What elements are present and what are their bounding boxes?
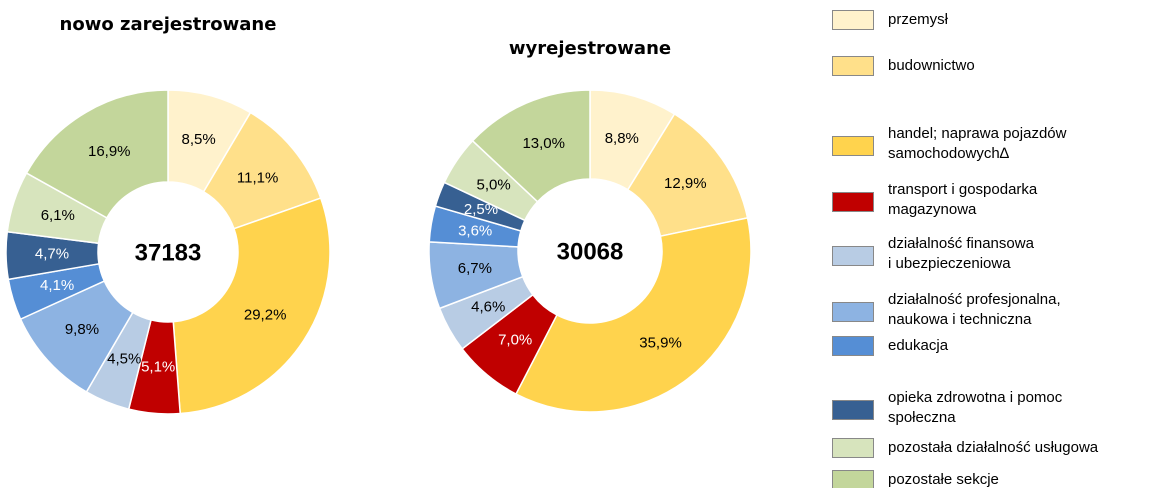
- legend-label: handel; naprawa pojazdów samochodowych∆: [888, 125, 1067, 162]
- donut-total: 30068: [557, 238, 624, 265]
- legend-label: opieka zdrowotna i pomoc społeczna: [888, 389, 1063, 426]
- donut-total: 37183: [135, 239, 202, 266]
- slice-label: 4,6%: [471, 299, 505, 316]
- chart-title: wyrejestrowane: [508, 38, 672, 59]
- slice-label: 9,8%: [65, 321, 99, 338]
- legend-label: przemysł: [888, 11, 949, 28]
- legend-label: budownictwo: [888, 57, 975, 74]
- slice-label: 8,5%: [182, 131, 216, 148]
- legend-label: transport i gospodarka magazynowa: [888, 181, 1038, 218]
- donut-slice: [471, 89, 591, 203]
- legend-swatch: [832, 400, 874, 420]
- legend-swatch: [832, 10, 874, 30]
- legend-swatch: [832, 56, 874, 76]
- slice-label: 5,0%: [477, 176, 511, 193]
- legend-swatch: [832, 438, 874, 458]
- slice-label: 11,1%: [237, 169, 278, 186]
- legend-swatch: [832, 470, 874, 488]
- legend-label: pozostała działalność usługowa: [888, 439, 1099, 456]
- legend-label: działalność profesjonalna, naukowa i tec…: [888, 291, 1061, 328]
- legend-swatch: [832, 192, 874, 212]
- slice-label: 4,7%: [35, 246, 69, 263]
- legend-swatch: [832, 136, 874, 156]
- legend-swatch: [832, 336, 874, 356]
- slice-label: 29,2%: [244, 306, 287, 323]
- slice-label: 6,1%: [41, 207, 75, 224]
- slice-label: 8,8%: [605, 130, 639, 147]
- slice-label: 16,9%: [88, 143, 131, 160]
- slice-label: 5,1%: [141, 359, 175, 376]
- slice-label: 4,5%: [107, 350, 141, 367]
- donut-slice: [514, 216, 752, 413]
- slice-label: 7,0%: [498, 331, 532, 348]
- legend-swatch: [832, 302, 874, 322]
- legend-label: pozostałe sekcje: [888, 471, 999, 488]
- slice-label: 3,6%: [458, 222, 492, 239]
- legend-label: działalność finansowa i ubezpieczeniowa: [888, 235, 1034, 272]
- slice-label: 2,5%: [464, 201, 498, 218]
- donut-slice: [172, 197, 331, 415]
- slice-label: 12,9%: [664, 175, 707, 192]
- slice-label: 35,9%: [639, 335, 682, 352]
- slice-label: 6,7%: [458, 260, 492, 277]
- chart-title: nowo zarejestrowane: [59, 14, 277, 35]
- slice-label: 13,0%: [522, 135, 565, 152]
- legend-swatch: [832, 246, 874, 266]
- slice-label: 4,1%: [40, 277, 74, 294]
- donut-slice: [25, 89, 169, 219]
- legend-label: edukacja: [888, 337, 949, 354]
